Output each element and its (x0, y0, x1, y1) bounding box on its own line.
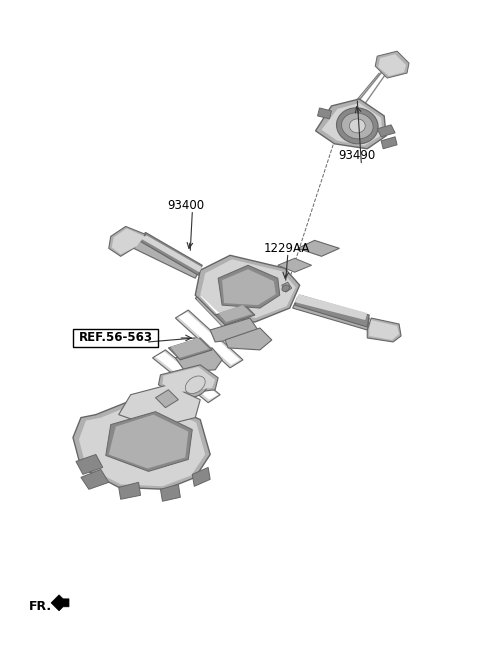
Polygon shape (298, 240, 339, 256)
Polygon shape (322, 103, 382, 146)
Polygon shape (295, 294, 367, 320)
Polygon shape (73, 395, 210, 489)
Polygon shape (79, 399, 205, 486)
Polygon shape (381, 137, 397, 149)
Polygon shape (156, 390, 179, 407)
Polygon shape (369, 320, 399, 340)
Ellipse shape (349, 119, 365, 133)
Polygon shape (200, 290, 257, 344)
Polygon shape (133, 238, 200, 278)
Polygon shape (215, 305, 255, 325)
Polygon shape (179, 312, 240, 365)
Polygon shape (106, 412, 192, 472)
Polygon shape (153, 350, 220, 403)
Polygon shape (375, 51, 409, 78)
Ellipse shape (185, 376, 205, 394)
Polygon shape (160, 484, 180, 501)
Polygon shape (139, 232, 202, 276)
Polygon shape (293, 297, 369, 330)
Polygon shape (192, 468, 210, 486)
Polygon shape (76, 455, 103, 474)
Polygon shape (141, 236, 202, 272)
Polygon shape (315, 99, 386, 149)
Ellipse shape (282, 285, 289, 291)
Polygon shape (168, 338, 212, 360)
Polygon shape (51, 595, 69, 611)
Polygon shape (156, 352, 218, 400)
Text: 93400: 93400 (167, 199, 204, 212)
Polygon shape (112, 228, 144, 255)
Polygon shape (218, 265, 280, 308)
Polygon shape (109, 415, 188, 468)
Polygon shape (218, 305, 252, 322)
Polygon shape (318, 108, 332, 119)
Polygon shape (225, 328, 272, 350)
Polygon shape (282, 282, 292, 292)
Polygon shape (196, 294, 254, 348)
Polygon shape (119, 482, 141, 499)
Polygon shape (195, 290, 258, 348)
Polygon shape (81, 470, 109, 489)
Text: 1229AA: 1229AA (264, 242, 310, 255)
Text: 93490: 93490 (339, 149, 376, 162)
Polygon shape (367, 318, 401, 342)
Polygon shape (200, 259, 296, 318)
Polygon shape (158, 365, 218, 395)
Polygon shape (210, 318, 258, 342)
Ellipse shape (336, 108, 378, 144)
Polygon shape (278, 258, 312, 272)
Text: FR.: FR. (29, 600, 52, 613)
Text: REF.56-563: REF.56-563 (79, 331, 153, 344)
Polygon shape (109, 226, 145, 256)
Polygon shape (170, 338, 209, 358)
Polygon shape (162, 367, 215, 393)
Polygon shape (119, 385, 200, 428)
Polygon shape (195, 255, 300, 322)
Polygon shape (378, 54, 406, 76)
Ellipse shape (181, 373, 209, 397)
Polygon shape (295, 295, 369, 327)
Polygon shape (175, 310, 243, 368)
Polygon shape (222, 269, 276, 305)
Polygon shape (377, 125, 395, 137)
Polygon shape (175, 348, 222, 372)
Ellipse shape (341, 113, 373, 139)
